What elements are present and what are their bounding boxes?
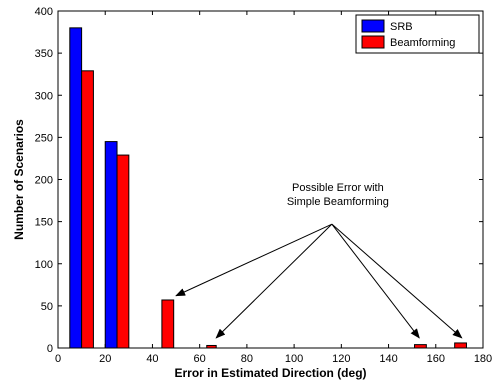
legend-swatch-beamforming xyxy=(361,35,385,49)
y-tick-label: 100 xyxy=(35,259,53,271)
annotation-line-1: Possible Error with xyxy=(292,182,384,194)
annotation-line-2: Simple Beamforming xyxy=(287,196,389,208)
x-tick-label: 140 xyxy=(379,353,397,365)
annotation-arrow-2 xyxy=(331,223,420,339)
y-tick-label: 200 xyxy=(35,175,53,187)
bar-beamforming-0 xyxy=(81,70,94,349)
x-tick-label: 20 xyxy=(99,353,111,365)
y-tick-label: 50 xyxy=(41,301,53,313)
y-tick-label: 300 xyxy=(35,90,53,102)
annotation-arrow-0 xyxy=(175,223,333,297)
y-axis-label: Number of Scenarios xyxy=(12,119,26,240)
x-axis-ticks: 0 20 40 60 80 100 120 140 160 180 xyxy=(55,11,492,365)
x-tick-label: 60 xyxy=(194,353,206,365)
x-tick-label: 120 xyxy=(332,353,350,365)
bar-srb-0 xyxy=(69,27,83,349)
y-axis-ticks: 0 50 100 150 200 250 300 350 400 xyxy=(35,6,483,355)
x-tick-label: 0 xyxy=(55,353,61,365)
x-tick-label: 80 xyxy=(241,353,253,365)
y-tick-label: 400 xyxy=(35,6,53,18)
annotation-arrow-3 xyxy=(331,223,463,339)
bar-beamforming-5 xyxy=(454,342,467,349)
legend-swatch-srb xyxy=(361,19,385,33)
annotation: Possible Error with Simple Beamforming xyxy=(175,182,463,339)
x-tick-label: 40 xyxy=(146,353,158,365)
y-tick-label: 0 xyxy=(47,343,53,355)
annotation-arrow-1 xyxy=(215,223,333,339)
legend-label-beamforming: Beamforming xyxy=(390,37,455,49)
y-tick-label: 250 xyxy=(35,132,53,144)
x-tick-label: 100 xyxy=(285,353,303,365)
bars-layer xyxy=(69,27,467,349)
bar-srb-1 xyxy=(104,141,118,349)
bar-beamforming-2 xyxy=(161,299,175,349)
bar-beamforming-1 xyxy=(116,154,130,349)
x-tick-label: 180 xyxy=(474,353,492,365)
y-tick-label: 350 xyxy=(35,48,53,60)
x-axis-label: Error in Estimated Direction (deg) xyxy=(174,366,366,380)
x-tick-label: 160 xyxy=(427,353,445,365)
legend-label-srb: SRB xyxy=(390,21,413,33)
legend: SRB Beamforming xyxy=(355,14,480,54)
bar-beamforming-4 xyxy=(414,344,427,349)
y-tick-label: 150 xyxy=(35,217,53,229)
